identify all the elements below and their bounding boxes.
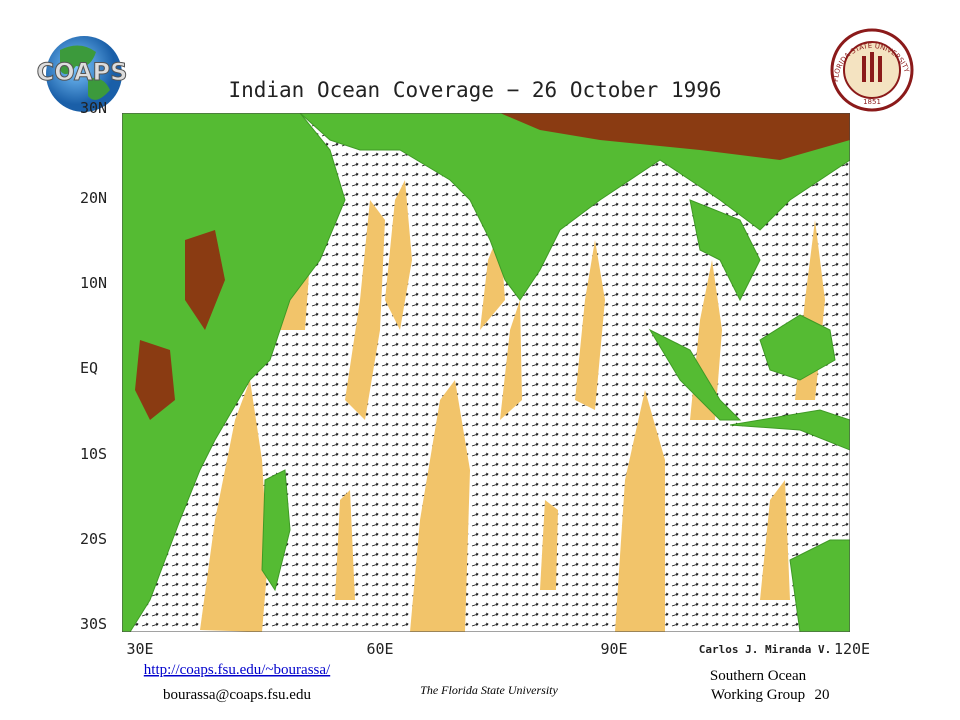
lat-label: 20S <box>80 530 107 548</box>
lon-label: 30E <box>126 640 153 658</box>
footer-email: bourassa@coaps.fsu.edu <box>163 687 311 703</box>
seal-year: 1851 <box>863 98 881 106</box>
fsu-seal: FLORIDA STATE UNIVERSITY 1851 <box>830 28 914 112</box>
lat-label: 20N <box>80 189 107 207</box>
page-number: 20 <box>815 687 830 703</box>
map <box>122 113 850 632</box>
coaps-logo: COAPS <box>36 36 128 112</box>
lat-label: 30N <box>80 99 107 117</box>
map-title: Indian Ocean Coverage − 26 October 1996 <box>228 78 721 102</box>
lon-label: 90E <box>600 640 627 658</box>
lat-label: EQ <box>80 359 98 377</box>
footer-group: Working Group <box>711 687 805 703</box>
footer-link[interactable]: http://coaps.fsu.edu/~bourassa/ <box>144 662 331 678</box>
footer-group: Southern Ocean <box>710 668 807 684</box>
lon-label: 60E <box>366 640 393 658</box>
land <box>122 113 850 632</box>
lat-label: 30S <box>80 615 107 633</box>
footer-university: The Florida State University <box>420 683 558 697</box>
logo-text: COAPS <box>37 58 128 86</box>
lat-label: 10S <box>80 445 107 463</box>
highlands <box>135 113 850 420</box>
map-credit: Carlos J. Miranda V. <box>699 643 831 656</box>
lat-label: 10N <box>80 274 107 292</box>
lon-label: 120E <box>834 640 870 658</box>
